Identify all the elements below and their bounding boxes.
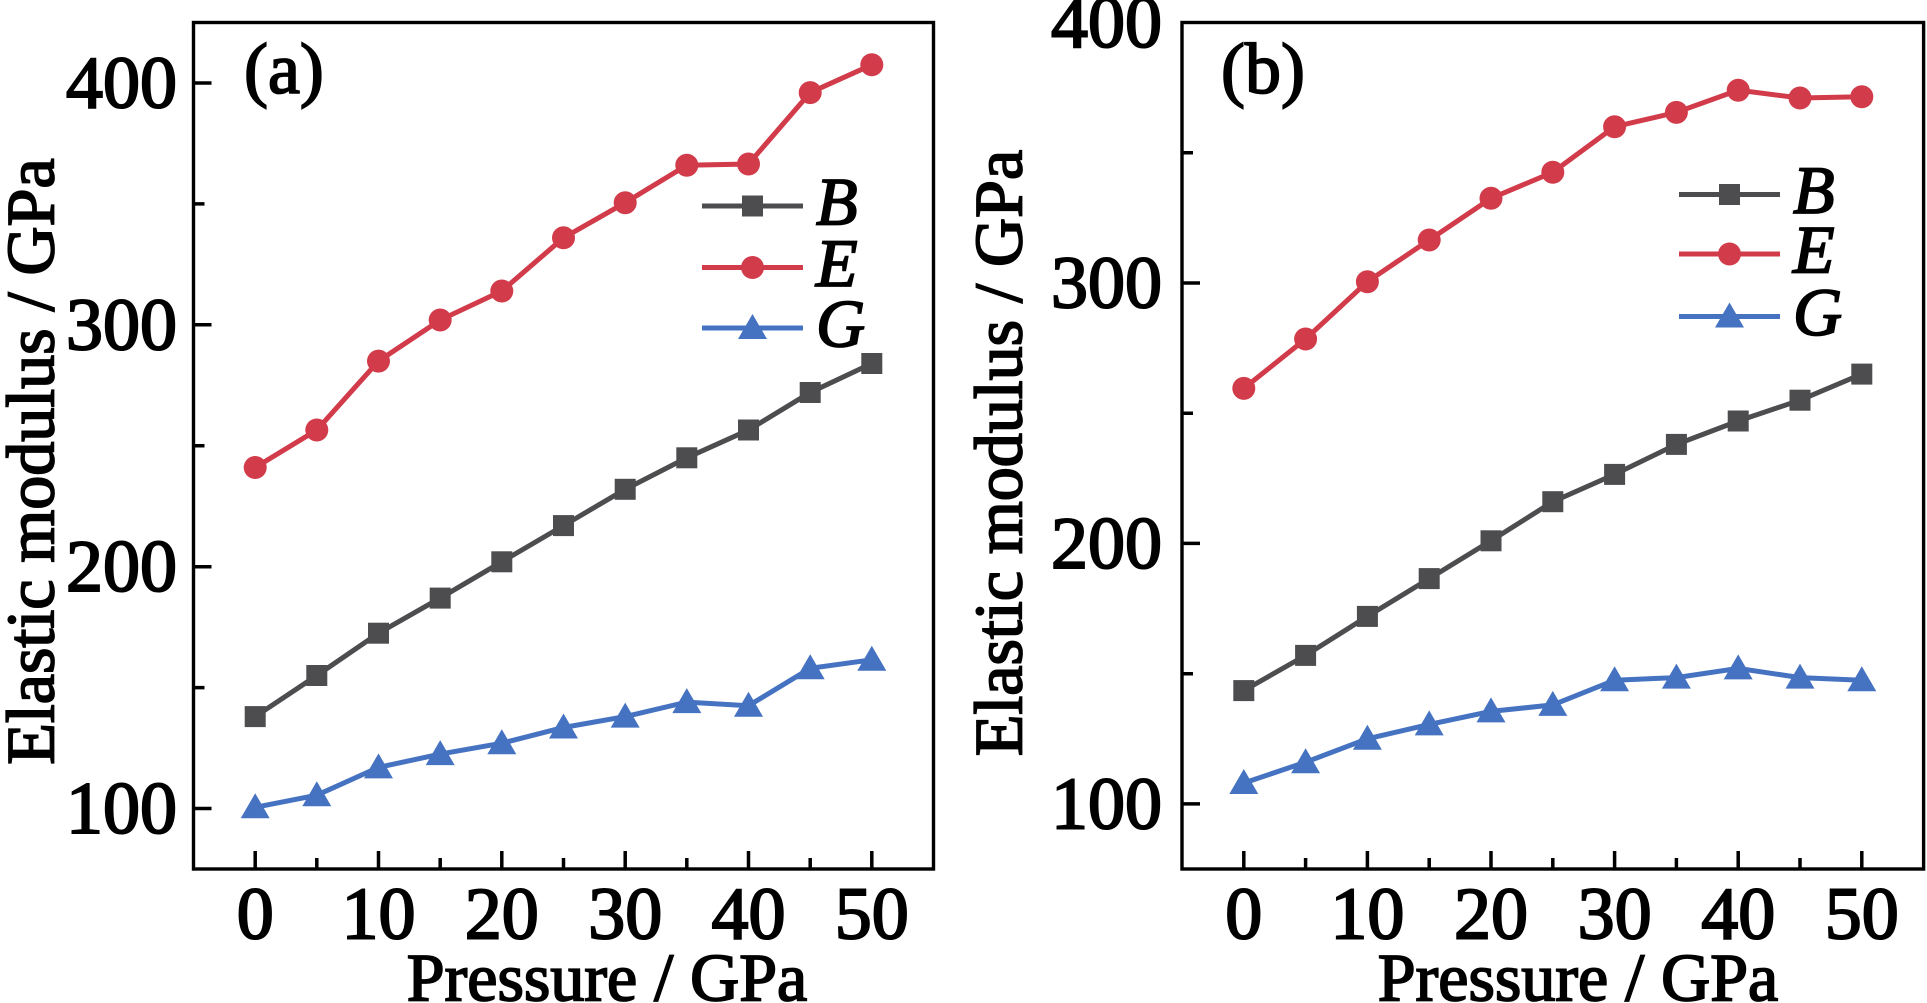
svg-text:E: E (1792, 212, 1835, 288)
svg-text:40: 40 (1701, 874, 1775, 956)
svg-text:Pressure / GPa: Pressure / GPa (1378, 940, 1778, 1003)
svg-text:0: 0 (1225, 874, 1262, 956)
svg-text:20: 20 (465, 874, 539, 956)
svg-text:100: 100 (66, 768, 177, 850)
svg-text:200: 200 (66, 526, 177, 608)
svg-text:300: 300 (1051, 243, 1162, 325)
svg-text:B: B (1793, 152, 1835, 228)
svg-text:400: 400 (66, 43, 177, 125)
svg-text:40: 40 (712, 874, 786, 956)
svg-text:B: B (816, 164, 858, 240)
svg-text:E: E (815, 225, 858, 301)
svg-text:(b): (b) (1221, 29, 1305, 109)
svg-text:50: 50 (1825, 874, 1899, 956)
svg-text:(a): (a) (244, 29, 324, 109)
svg-text:300: 300 (66, 284, 177, 366)
svg-text:10: 10 (342, 874, 416, 956)
svg-text:50: 50 (835, 874, 909, 956)
svg-text:Elastic modulus / GPa: Elastic modulus / GPa (0, 158, 69, 764)
svg-text:Elastic modulus / GPa: Elastic modulus / GPa (961, 150, 1037, 756)
svg-text:G: G (1793, 274, 1842, 350)
svg-text:G: G (816, 286, 865, 362)
svg-text:20: 20 (1454, 874, 1528, 956)
svg-text:200: 200 (1051, 503, 1162, 585)
svg-text:400: 400 (1051, 0, 1162, 64)
svg-text:30: 30 (588, 874, 662, 956)
svg-text:10: 10 (1330, 874, 1404, 956)
svg-text:0: 0 (237, 874, 274, 956)
svg-text:100: 100 (1051, 763, 1162, 845)
svg-text:30: 30 (1578, 874, 1652, 956)
svg-text:Pressure / GPa: Pressure / GPa (407, 940, 807, 1003)
